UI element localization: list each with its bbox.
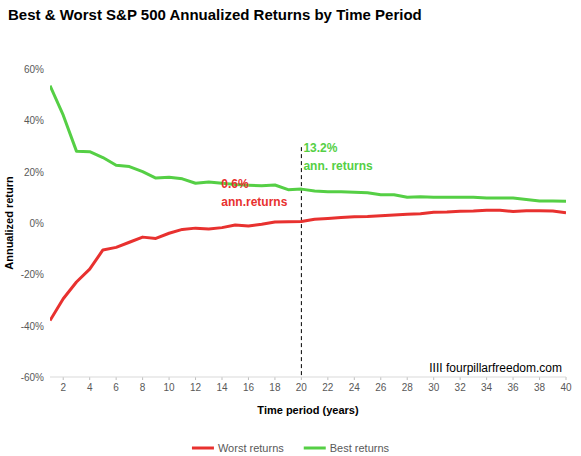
x-tick-label: 16 bbox=[243, 382, 255, 393]
x-tick-label: 10 bbox=[164, 382, 176, 393]
plot-area bbox=[50, 86, 566, 377]
legend-label: Best returns bbox=[330, 442, 390, 454]
x-tick-label: 34 bbox=[481, 382, 493, 393]
x-tick-label: 20 bbox=[296, 382, 308, 393]
x-axis-line bbox=[50, 377, 566, 378]
y-tick-label: 20% bbox=[24, 167, 44, 178]
series-line bbox=[50, 210, 566, 320]
y-tick-label: 0% bbox=[30, 218, 45, 229]
x-tick-label: 22 bbox=[322, 382, 334, 393]
series-line bbox=[50, 86, 566, 201]
x-axis-label: Time period (years) bbox=[257, 404, 359, 416]
reference-line bbox=[301, 147, 302, 377]
x-tick-label: 40 bbox=[560, 382, 572, 393]
annotation-value: 13.2% bbox=[303, 141, 337, 155]
y-axis-label: Annualized return bbox=[3, 176, 15, 270]
legend-swatch bbox=[192, 447, 214, 450]
annotation-text: ann. returns bbox=[303, 159, 373, 173]
title: Best & Worst S&P 500 Annualized Returns … bbox=[8, 6, 422, 23]
x-tick-label: 18 bbox=[269, 382, 281, 393]
x-tick-label: 24 bbox=[349, 382, 361, 393]
annotation-value: 0.6% bbox=[221, 177, 249, 191]
x-tick-label: 36 bbox=[508, 382, 520, 393]
x-tick-label: 4 bbox=[87, 382, 93, 393]
legend-swatch bbox=[304, 447, 326, 450]
source: IIII fourpillarfreedom.com bbox=[429, 361, 562, 375]
x-tick-label: 38 bbox=[534, 382, 546, 393]
x-tick-label: 6 bbox=[113, 382, 119, 393]
x-tick-label: 12 bbox=[190, 382, 202, 393]
y-tick-label: -40% bbox=[21, 321, 44, 332]
x-tick-label: 8 bbox=[140, 382, 146, 393]
legend: Worst returns Best returns bbox=[192, 442, 390, 454]
legend-label: Worst returns bbox=[218, 442, 284, 454]
chart: Best & Worst S&P 500 Annualized Returns … bbox=[0, 0, 581, 456]
x-tick-label: 30 bbox=[428, 382, 440, 393]
y-tick-label: 40% bbox=[24, 115, 44, 126]
x-tick-label: 32 bbox=[455, 382, 467, 393]
x-tick-label: 2 bbox=[60, 382, 66, 393]
x-tick-label: 14 bbox=[216, 382, 228, 393]
annotation-text: ann.returns bbox=[221, 195, 287, 209]
y-tick-label: -20% bbox=[21, 269, 44, 280]
x-tick-label: 26 bbox=[375, 382, 387, 393]
y-tick-label: -60% bbox=[21, 372, 44, 383]
x-tick-label: 28 bbox=[402, 382, 414, 393]
y-tick-label: 60% bbox=[24, 64, 44, 75]
